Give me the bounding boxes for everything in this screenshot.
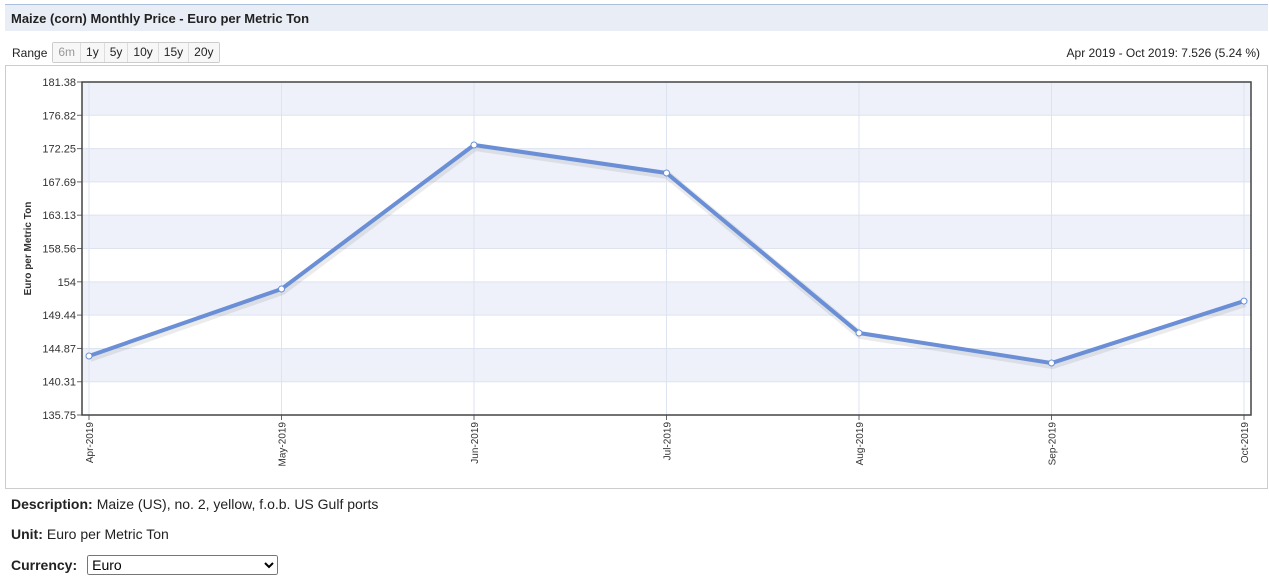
- chart-frame: 135.75 140.31 144.87 149.44 154 158.56 163.13 1…: [5, 65, 1268, 489]
- y-tick-label: 158.56: [42, 244, 76, 256]
- range-button[interactable]: 1y: [81, 43, 105, 62]
- range-button[interactable]: 5y: [104, 43, 129, 62]
- chart: 135.75 140.31 144.87 149.44 154 158.56 163.13 1…: [23, 77, 1252, 467]
- point: [85, 352, 93, 360]
- point: [470, 141, 478, 149]
- y-tick-label: 172.25: [42, 144, 76, 156]
- y-tick-label: 181.38: [42, 77, 76, 89]
- page-title: Maize (corn) Monthly Price - Euro per Me…: [5, 4, 1268, 31]
- x-tick-label: Jul-2019: [663, 422, 674, 461]
- y-tick-label: 140.31: [42, 377, 76, 389]
- x-tick-label: Jun-2019: [470, 422, 481, 464]
- currency: Currency: Euro: [11, 555, 279, 575]
- currency-label: Currency:: [11, 557, 78, 573]
- range-buttons: 6m 1y 5y 10y 15y 20y: [52, 42, 220, 63]
- y-tick-label: 144.87: [42, 343, 76, 355]
- x-tick-label: Aug-2019: [855, 422, 866, 466]
- description-label: Description:: [11, 496, 93, 512]
- range-selector: Range 6m 1y 5y 10y 15y 20y: [12, 42, 220, 63]
- y-tick-label: 176.82: [42, 110, 76, 122]
- description-text: Maize (US), no. 2, yellow, f.o.b. US Gul…: [96, 496, 379, 512]
- point: [1240, 297, 1248, 305]
- y-tick-label: 167.69: [42, 177, 76, 189]
- x-tick-label: Apr-2019: [85, 422, 96, 464]
- point: [855, 329, 863, 337]
- range-label: Range: [12, 45, 48, 60]
- point: [663, 169, 670, 177]
- y-tick-label: 135.75: [42, 410, 76, 422]
- unit-label: Unit:: [11, 526, 43, 542]
- currency-select[interactable]: Euro: [87, 555, 279, 575]
- unit: Unit: Euro per Metric Ton: [11, 526, 169, 542]
- description: Description: Maize (US), no. 2, yellow, f…: [11, 496, 378, 512]
- range-button[interactable]: 6m: [53, 43, 82, 62]
- point: [278, 285, 285, 293]
- y-axis-title: Euro per Metric Ton: [23, 202, 34, 296]
- plot-border: [81, 81, 1252, 416]
- range-button[interactable]: 20y: [189, 43, 219, 62]
- range-button[interactable]: 10y: [128, 43, 159, 62]
- y-tick-label: 149.44: [42, 310, 76, 322]
- unit-text: Euro per Metric Ton: [46, 526, 169, 542]
- x-tick-label: May-2019: [278, 422, 289, 467]
- x-tick-label: Oct-2019: [1240, 422, 1251, 464]
- y-tick-label: 154: [58, 277, 76, 289]
- range-button[interactable]: 15y: [158, 43, 190, 62]
- point: [1048, 359, 1055, 367]
- x-tick-label: Sep-2019: [1048, 422, 1059, 466]
- range-summary: Apr 2019 - Oct 2019: 7.526 (5.24 %): [1066, 46, 1260, 60]
- y-tick-label: 163.13: [42, 210, 76, 222]
